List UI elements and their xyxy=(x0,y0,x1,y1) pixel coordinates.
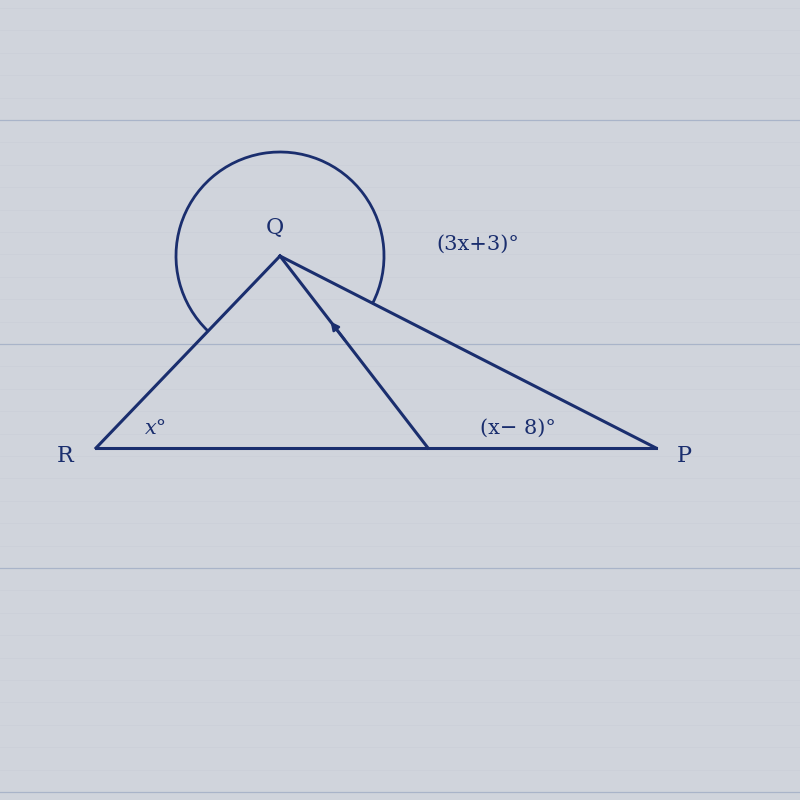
Text: (3x+3)°: (3x+3)° xyxy=(436,234,519,254)
Text: (x− 8)°: (x− 8)° xyxy=(480,418,556,438)
Text: Q: Q xyxy=(266,217,284,239)
Text: P: P xyxy=(677,445,691,467)
Text: x°: x° xyxy=(145,418,167,438)
Text: R: R xyxy=(58,445,74,467)
